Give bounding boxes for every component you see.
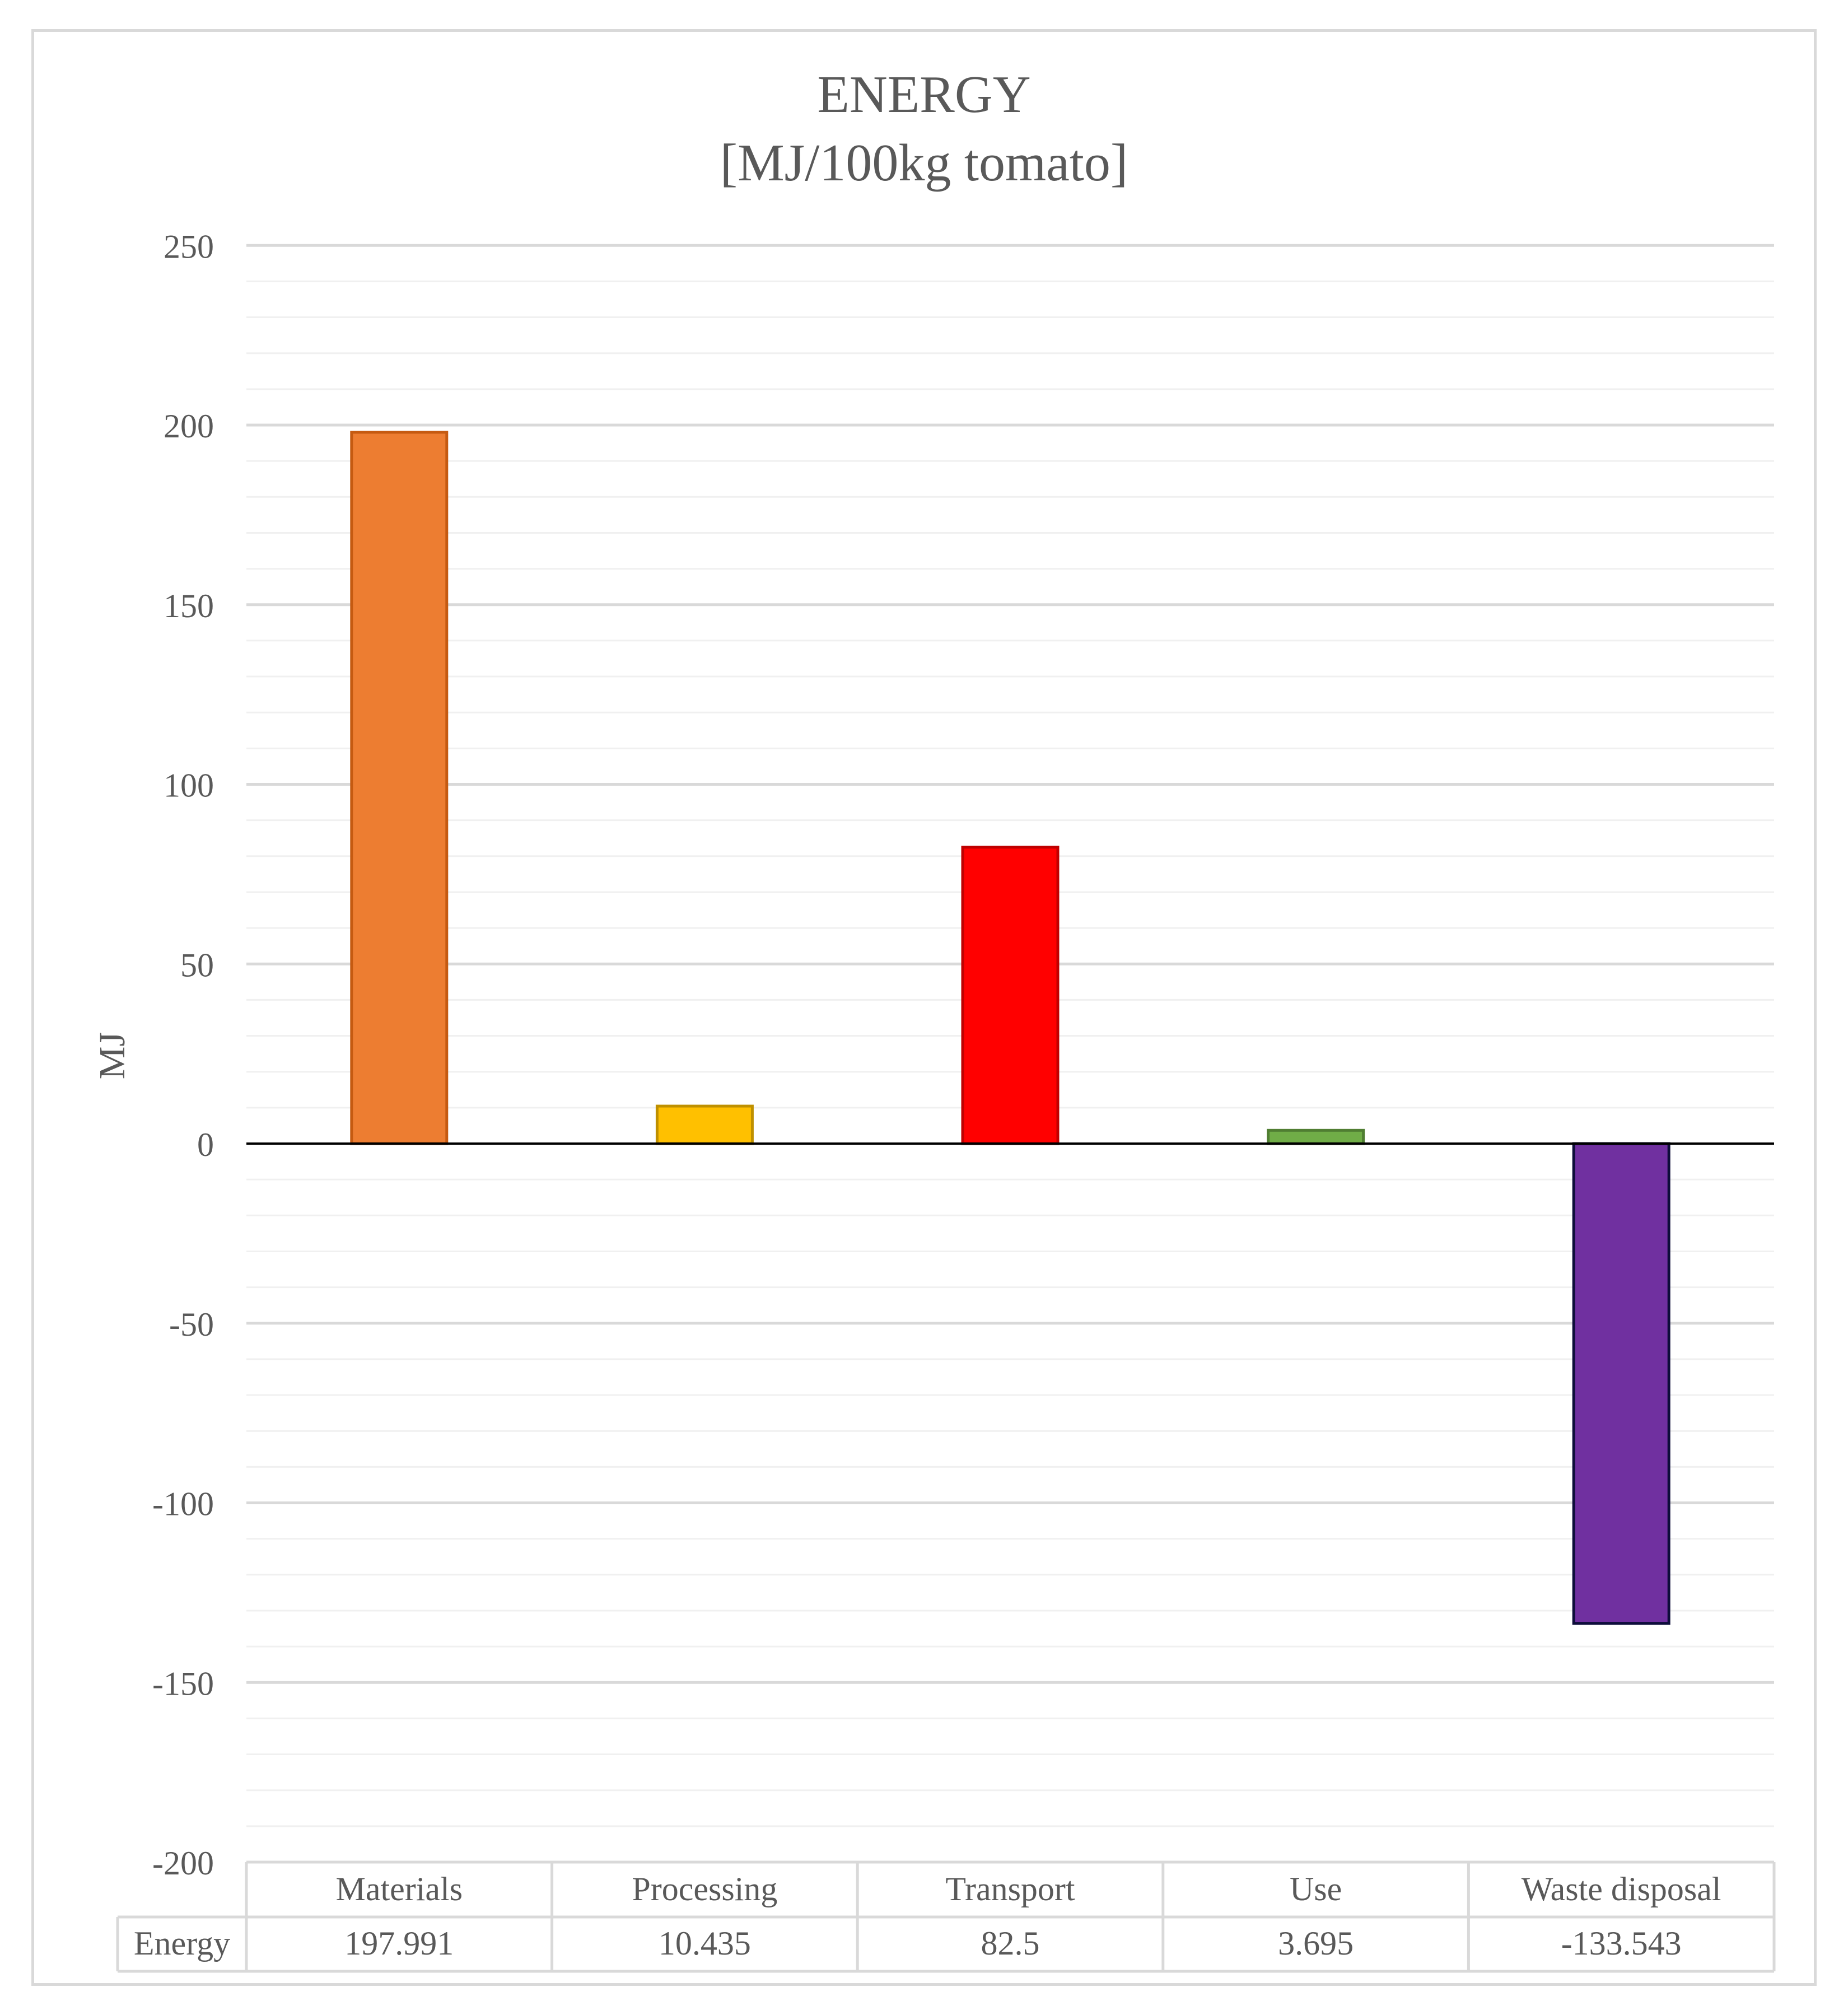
- y-tick-label: 0: [197, 1126, 214, 1163]
- bar-waste-disposal: [1572, 1142, 1670, 1625]
- y-axis-label: MJ: [92, 1032, 133, 1079]
- y-tick-label: 50: [180, 946, 214, 983]
- bar-transport: [961, 846, 1060, 1145]
- y-tick-label: -100: [152, 1486, 214, 1523]
- category-label: Use: [1290, 1871, 1342, 1907]
- bar-processing: [655, 1104, 754, 1145]
- data-label: 3.695: [1278, 1925, 1354, 1962]
- bar-use: [1267, 1128, 1365, 1145]
- data-label: 82.5: [981, 1925, 1040, 1962]
- data-label: 197.991: [344, 1925, 454, 1962]
- y-tick-label: 100: [164, 767, 214, 804]
- category-label: Transport: [945, 1871, 1075, 1907]
- chart-subtitle: [MJ/100kg tomato]: [720, 134, 1128, 192]
- y-tick-label: -50: [169, 1306, 214, 1343]
- category-label: Processing: [632, 1871, 777, 1907]
- bar-materials: [350, 431, 449, 1145]
- y-tick-label: -150: [152, 1665, 214, 1702]
- y-tick-label: 250: [164, 228, 214, 265]
- category-label: Waste disposal: [1522, 1871, 1721, 1907]
- y-tick-label: 200: [164, 408, 214, 445]
- y-tick-label: -200: [152, 1845, 214, 1882]
- chart-title: ENERGY: [817, 66, 1030, 124]
- bars: [350, 431, 1670, 1625]
- chart-frame: [31, 29, 1817, 1986]
- data-label: 10.435: [659, 1925, 751, 1962]
- category-label: Materials: [336, 1871, 463, 1907]
- y-tick-label: 150: [164, 587, 214, 624]
- data-table: Materials Processing Transport Use Waste dis…: [116, 1860, 1776, 1973]
- axes: 250 200 150 100 50 0 -50 -100 -150 -200: [152, 228, 1774, 1882]
- data-label: -133.543: [1561, 1925, 1682, 1962]
- table-row-label: Energy: [134, 1925, 230, 1962]
